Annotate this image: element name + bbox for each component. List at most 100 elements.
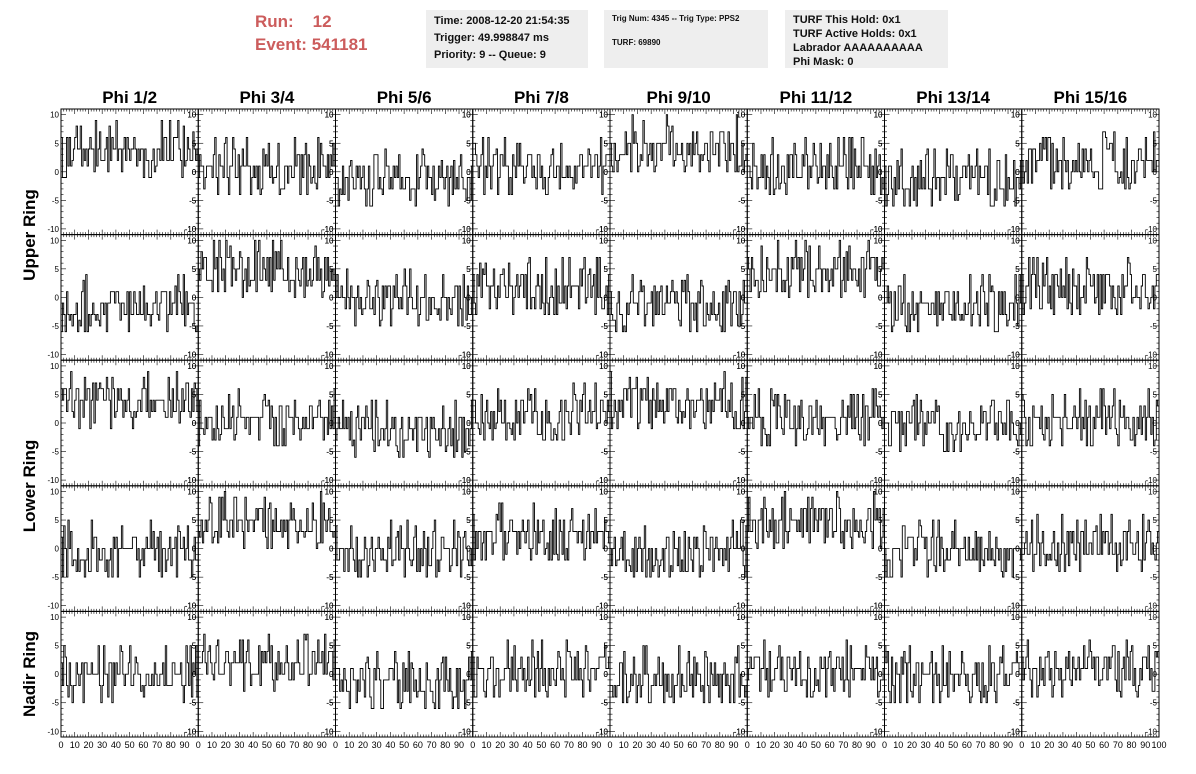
y-tick-label: -10 (322, 350, 334, 359)
waveform-trace (336, 269, 473, 326)
y-tick-label: 10 (325, 362, 334, 371)
waveform-trace (747, 492, 884, 549)
y-tick-label: 0 (1015, 545, 1020, 554)
y-tick-label: 0 (329, 419, 334, 428)
panel-frame (198, 360, 335, 486)
y-tick-label: 0 (741, 419, 746, 428)
y-tick-label: -5 (326, 322, 334, 331)
y-tick-label: -5 (52, 573, 60, 582)
waveform-trace (336, 520, 473, 577)
y-tick-label: 10 (599, 362, 608, 371)
y-tick-label: 0 (329, 293, 334, 302)
y-tick-label: 10 (1148, 488, 1157, 497)
y-tick-label: -10 (596, 350, 608, 359)
y-tick-label: 5 (741, 390, 746, 399)
y-tick-label: -5 (601, 573, 609, 582)
y-tick-label: -10 (322, 225, 334, 234)
y-tick-label: -10 (47, 225, 59, 234)
y-tick-label: 10 (599, 111, 608, 120)
y-tick-label: 10 (874, 362, 883, 371)
y-tick-label: -10 (871, 602, 883, 611)
y-tick-label: 10 (50, 111, 59, 120)
y-tick-label: 5 (329, 265, 334, 274)
y-tick-label: -10 (322, 476, 334, 485)
y-tick-label: 0 (192, 168, 197, 177)
y-tick-label: 5 (192, 265, 197, 274)
y-tick-label: 5 (878, 265, 883, 274)
y-tick-label: -10 (596, 476, 608, 485)
y-tick-label: -5 (601, 322, 609, 331)
y-tick-label: -5 (738, 196, 746, 205)
y-tick-label: -10 (185, 602, 197, 611)
y-tick-label: 10 (1148, 236, 1157, 245)
y-tick-label: 10 (50, 236, 59, 245)
y-tick-label: 10 (736, 488, 745, 497)
y-tick-label: 10 (187, 111, 196, 120)
y-tick-label: -10 (185, 476, 197, 485)
y-tick-label: -10 (1145, 476, 1157, 485)
y-tick-label: 5 (741, 516, 746, 525)
y-tick-label: 10 (187, 362, 196, 371)
y-tick-label: 0 (878, 293, 883, 302)
waveform-trace (1022, 132, 1159, 189)
y-tick-label: 0 (466, 293, 471, 302)
y-tick-label: 10 (874, 488, 883, 497)
y-tick-label: 10 (736, 111, 745, 120)
waveform-trace (198, 492, 335, 549)
y-tick-label: -5 (875, 196, 883, 205)
waveform-trace (61, 120, 198, 177)
y-tick-label: 0 (1015, 168, 1020, 177)
y-tick-label: 5 (192, 139, 197, 148)
waveform-trace (885, 395, 1022, 452)
waveform-trace (473, 383, 610, 440)
y-tick-label: -10 (459, 225, 471, 234)
y-tick-label: 10 (736, 362, 745, 371)
y-tick-label: 0 (878, 545, 883, 554)
y-tick-label: 0 (329, 545, 334, 554)
y-tick-label: -10 (322, 602, 334, 611)
y-tick-label: 10 (1011, 236, 1020, 245)
waveform-trace (61, 275, 198, 332)
y-tick-label: -10 (734, 476, 746, 485)
y-tick-label: 0 (466, 168, 471, 177)
y-tick-label: 5 (329, 139, 334, 148)
y-tick-label: 5 (466, 139, 471, 148)
waveform-trace (198, 389, 335, 446)
y-tick-label: -10 (47, 476, 59, 485)
waveform-trace (198, 240, 335, 297)
y-tick-label: -10 (1145, 350, 1157, 359)
y-tick-label: 10 (736, 236, 745, 245)
y-tick-label: 5 (741, 265, 746, 274)
waveform-trace (747, 240, 884, 297)
y-tick-label: 5 (329, 390, 334, 399)
y-tick-label: 10 (462, 488, 471, 497)
waveform-trace (473, 257, 610, 314)
y-tick-label: -5 (1013, 573, 1021, 582)
y-tick-label: -10 (459, 602, 471, 611)
y-tick-label: 0 (55, 545, 60, 554)
waveform-trace (61, 372, 198, 429)
y-tick-label: 5 (1153, 265, 1158, 274)
y-tick-label: -5 (601, 196, 609, 205)
y-tick-label: -5 (1150, 448, 1158, 457)
y-tick-label: -10 (871, 476, 883, 485)
panel-frame (747, 486, 884, 612)
y-tick-label: 5 (604, 390, 609, 399)
y-tick-label: 10 (50, 488, 59, 497)
waveform-trace (336, 149, 473, 206)
waveform-trace (885, 149, 1022, 206)
y-tick-label: -5 (464, 573, 472, 582)
y-tick-label: -5 (875, 448, 883, 457)
